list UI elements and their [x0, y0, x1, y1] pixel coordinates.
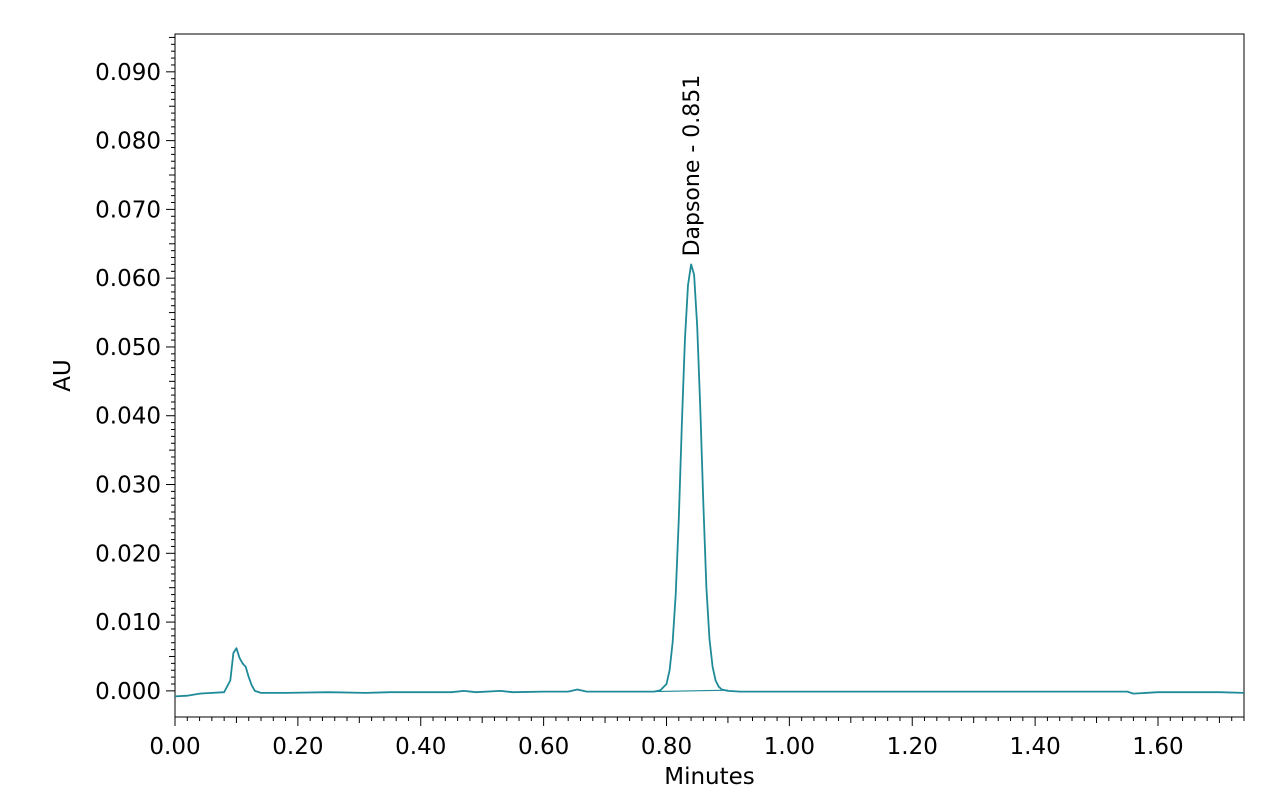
y-tick-label: 0.030 — [95, 473, 161, 499]
y-tick-label: 0.080 — [95, 129, 161, 155]
y-tick-label: 0.090 — [95, 60, 161, 86]
y-axis: 0.000 0.010 0.020 0.030 0.040 0.050 0.060 0.070… — [95, 36, 175, 705]
y-tick-label: 0.000 — [95, 679, 161, 705]
x-tick-label: 1.40 — [1010, 734, 1061, 760]
series-line — [174, 263, 1245, 698]
y-tick-label: 0.040 — [95, 404, 161, 430]
y-tick-label: 0.020 — [95, 541, 161, 567]
x-tick-label: 1.20 — [887, 734, 938, 760]
x-tick-label: 0.80 — [641, 734, 692, 760]
y-tick-label: 0.050 — [95, 335, 161, 361]
x-tick-label: 0.20 — [272, 734, 323, 760]
annotation-layer: Dapsone - 0.851 — [680, 75, 705, 257]
y-axis-title: AU — [50, 359, 76, 392]
plot-frame — [174, 33, 1245, 718]
x-tick-label: 0.00 — [149, 734, 200, 760]
peak-annotation: Dapsone - 0.851 — [680, 75, 705, 257]
x-tick-label: 0.40 — [395, 734, 446, 760]
x-axis-title: Minutes — [664, 764, 755, 790]
x-axis: 0.00 0.20 0.40 0.60 0.80 1.00 1.20 1.40 1.60 — [149, 717, 1245, 760]
y-tick-label: 0.060 — [95, 266, 161, 292]
x-tick-label: 0.60 — [518, 734, 569, 760]
x-tick-label: 1.00 — [764, 734, 815, 760]
series-layer — [174, 263, 1245, 698]
plot-border — [174, 33, 1245, 718]
x-tick-label: 1.60 — [1132, 734, 1183, 760]
y-tick-label: 0.010 — [95, 610, 161, 636]
y-tick-label: 0.070 — [95, 197, 161, 223]
peak-baseline — [654, 689, 728, 693]
